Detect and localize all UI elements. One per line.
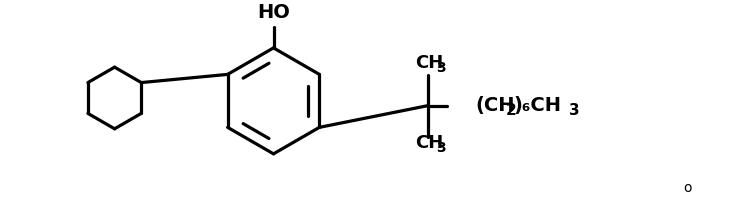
Text: CH: CH [415, 134, 443, 152]
Text: (CH: (CH [476, 96, 515, 115]
Text: 3: 3 [437, 141, 446, 155]
Text: 2: 2 [506, 103, 516, 118]
Text: 3: 3 [437, 61, 446, 75]
Text: 3: 3 [569, 103, 580, 118]
Text: HO: HO [257, 3, 290, 22]
Text: CH: CH [415, 54, 443, 72]
Text: )₆CH: )₆CH [513, 96, 561, 115]
Text: o: o [683, 181, 692, 195]
